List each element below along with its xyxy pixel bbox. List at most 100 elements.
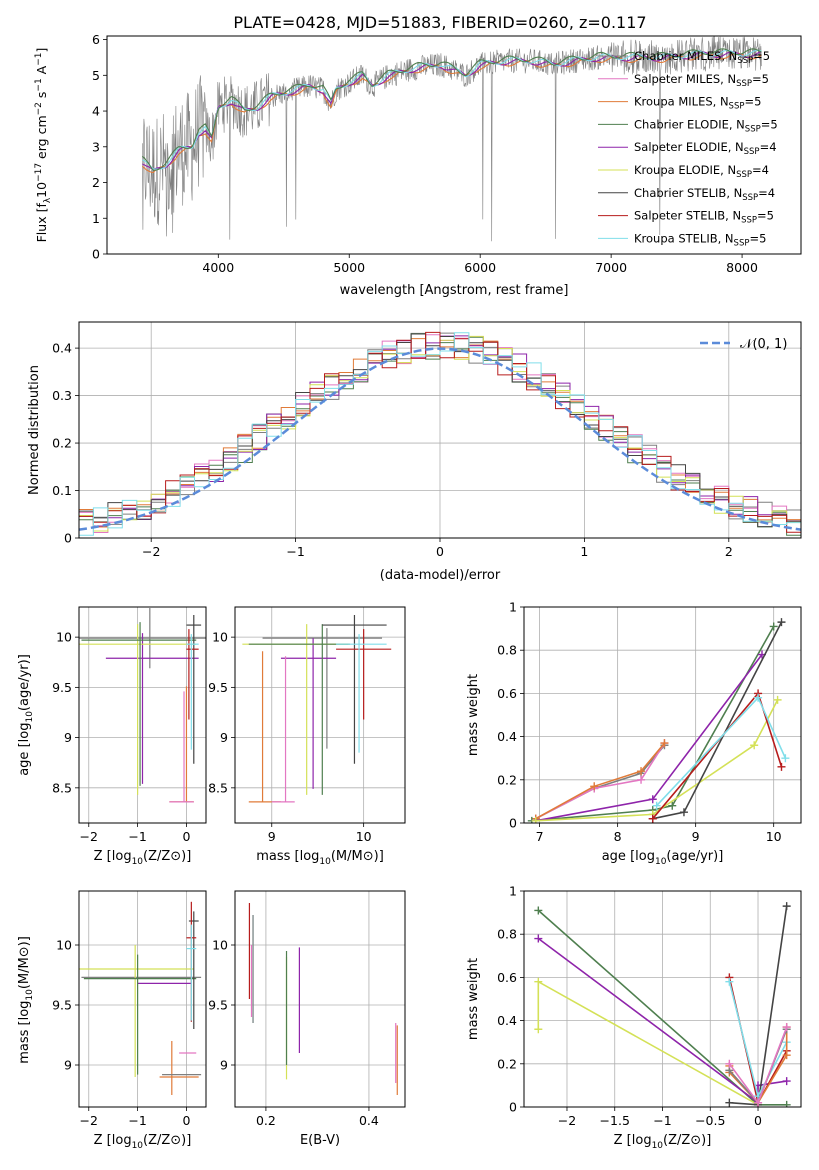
- legend-label-tail: =4: [752, 163, 769, 177]
- axes-frame: [234, 890, 406, 1108]
- plot-area: [235, 891, 405, 1107]
- weight-line: [531, 626, 775, 822]
- mass-vs-ebv-panel: 0.2 0.4 9 9.5 10 E(B-V): [208, 890, 406, 1148]
- weight-marker: [781, 754, 790, 763]
- y-axis-label-part: −1: [34, 78, 44, 91]
- weight-line: [652, 691, 783, 820]
- weight-marker: [648, 814, 657, 823]
- x-axis-label-sub: 10: [655, 857, 667, 867]
- y-axis-label-tail: (M/M⊙)]: [17, 936, 32, 989]
- weight-marker: [590, 782, 599, 791]
- x-tick-label: 7000: [595, 260, 627, 275]
- x-tick-label: −1: [128, 829, 146, 844]
- y-axis-label: mass weight: [466, 958, 481, 1040]
- axes-frame: [523, 606, 802, 824]
- x-axis-label-sub: 10: [132, 1141, 144, 1151]
- x-axis-label-main: Z [log: [94, 1133, 132, 1148]
- legend-label-tail: =5: [744, 95, 761, 109]
- x-axis-label: age [log10(age/yr)]: [602, 849, 724, 867]
- weight-line: [537, 980, 759, 1106]
- legend-label-main: Kroupa ELODIE, N: [634, 163, 736, 177]
- weight-marker: [534, 977, 543, 986]
- y-tick-label: 0.2: [497, 1056, 517, 1071]
- x-axis-label: (data-model)/error: [380, 568, 501, 583]
- x-tick-label: 9: [268, 829, 276, 844]
- x-tick-label: 5000: [333, 260, 365, 275]
- weight-marker: [782, 1023, 791, 1032]
- y-tick-label: 9.5: [52, 998, 72, 1013]
- weight-line: [656, 696, 787, 807]
- x-axis-label-tail: (age/yr)]: [666, 849, 723, 864]
- axes-frame: [78, 606, 207, 824]
- weight-marker: [534, 1025, 543, 1034]
- weight-marker: [725, 977, 734, 986]
- model-spectrum: [141, 52, 762, 174]
- legend-label-sub: SSP: [737, 56, 753, 66]
- axes-frame: [106, 35, 802, 255]
- weight-vs-metallicity-panel: −2 −1.5 −1 −0.5 0 0 0.2 0.4 0.6 0.8 1 Z [log10(Z/Z⊙…: [466, 884, 802, 1151]
- y-tick-label: 10: [212, 938, 228, 953]
- y-axis-label: Normed distribution: [27, 365, 42, 495]
- y-tick-label: 1: [509, 600, 517, 615]
- x-tick-label: 7: [536, 829, 544, 844]
- y-axis-label-part: λ: [43, 197, 53, 203]
- weight-marker: [648, 795, 657, 804]
- legend-label: Salpeter STELIB, NSSP=5: [634, 209, 774, 226]
- y-tick-label: 9: [64, 730, 72, 745]
- legend-label: Kroupa MILES, NSSP=5: [634, 95, 761, 112]
- figure-title: PLATE=0428, MJD=51883, FIBERID=0260, z=0…: [233, 13, 646, 32]
- y-axis-label-part: 10: [34, 182, 49, 198]
- y-tick-label: 5: [92, 68, 100, 83]
- weight-marker: [782, 902, 791, 911]
- y-tick-label: 9: [220, 730, 228, 745]
- legend-label-sub: SSP: [742, 193, 758, 203]
- weight-marker: [725, 1098, 734, 1107]
- y-tick-label: 0.2: [497, 772, 517, 787]
- x-axis-label: Z [log10(Z/Z⊙)]: [614, 1133, 712, 1151]
- y-tick-label: 0.8: [497, 643, 517, 658]
- y-tick-label: 0.4: [497, 729, 517, 744]
- y-tick-label: 0.4: [52, 341, 72, 356]
- x-tick-label: −1: [286, 544, 304, 559]
- y-tick-label: 0.6: [497, 686, 517, 701]
- plot-area: [141, 36, 762, 242]
- x-tick-label: −1: [653, 1113, 671, 1128]
- weight-marker: [782, 1100, 791, 1107]
- x-tick-label: 0.4: [359, 1113, 379, 1128]
- legend-label-tail: =4: [760, 140, 777, 154]
- x-tick-label: 9: [692, 829, 700, 844]
- legend-label-main: Salpeter MILES, N: [634, 72, 736, 86]
- plot-area: [524, 891, 801, 1107]
- legend-label-sub: SSP: [729, 102, 745, 112]
- legend-label: Chabrier MILES, NSSP=5: [634, 49, 770, 66]
- y-axis-label: age [log10(age/yr)]: [17, 654, 35, 776]
- plot-area: [524, 607, 801, 823]
- plot-area: [79, 322, 801, 538]
- legend-label: Chabrier STELIB, NSSP=4: [634, 186, 775, 203]
- y-axis-label-main: mass [log: [17, 1001, 32, 1064]
- y-tick-label: 0.6: [497, 970, 517, 985]
- gaussian-curve: [79, 347, 801, 531]
- x-axis-label-main: mass [log: [256, 849, 319, 864]
- legend-label: 𝒩(0, 1): [740, 337, 787, 352]
- y-axis-label: mass [log10(M/M⊙)]: [17, 936, 35, 1064]
- plot-area: [79, 607, 206, 823]
- weight-marker: [668, 801, 677, 810]
- weight-marker: [750, 741, 759, 750]
- axes-frame: [78, 321, 802, 539]
- legend-label-sub: SSP: [736, 79, 752, 89]
- x-axis-label: E(B-V): [300, 1133, 340, 1148]
- y-axis-label-sub: 10: [25, 711, 35, 723]
- y-tick-label: 2: [92, 175, 100, 190]
- legend-label-main: Kroupa STELIB, N: [634, 231, 734, 245]
- x-tick-label: 10: [356, 829, 372, 844]
- x-tick-label: 4000: [202, 260, 234, 275]
- y-axis-label-part: −17: [34, 163, 44, 182]
- weight-marker: [769, 622, 778, 631]
- y-tick-label: 10: [56, 938, 72, 953]
- y-tick-label: 8.5: [208, 780, 228, 795]
- model-spectrum: [142, 49, 762, 170]
- y-tick-label: 10: [212, 630, 228, 645]
